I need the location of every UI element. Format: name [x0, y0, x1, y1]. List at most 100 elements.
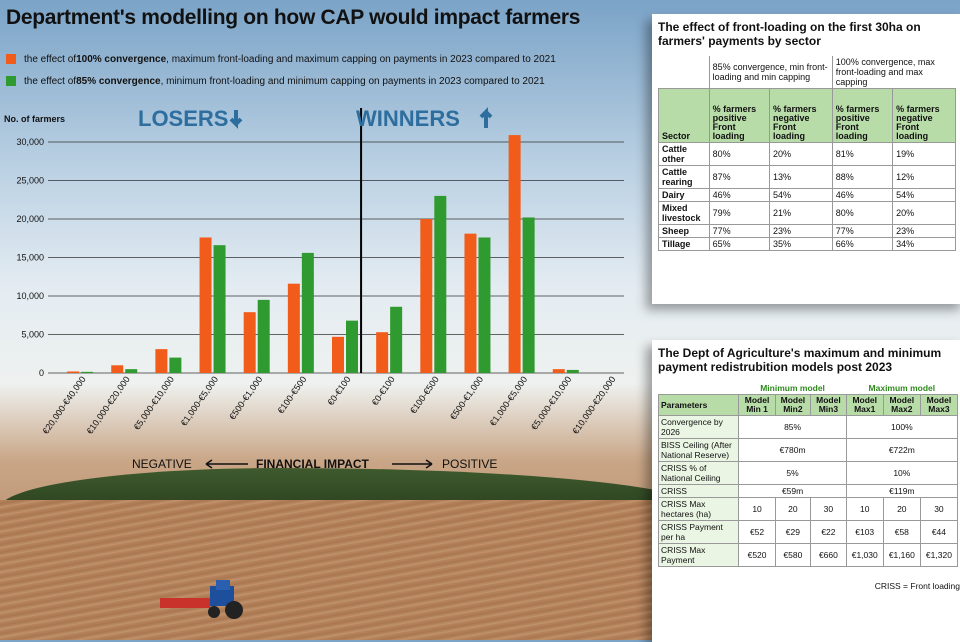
table-cell: Cattle rearing — [658, 165, 710, 189]
table-cell: Cattle other — [658, 142, 710, 166]
table-cell: 30 — [810, 497, 847, 521]
bar-green — [566, 369, 579, 373]
legend-text: the effect of — [24, 53, 77, 65]
table2-title: The Dept of Agriculture's maximum and mi… — [658, 346, 942, 374]
table-cell: Mixed livestock — [658, 201, 710, 225]
bar-green — [213, 245, 226, 373]
x-tick-label: €0-€100 — [370, 374, 397, 407]
front-loading-table: 85% convergence, min front-loading and m… — [658, 56, 956, 251]
bar-green — [522, 217, 535, 373]
chart-legend: the effect of 100% convergence, maximum … — [6, 48, 556, 92]
legend-text: , minimum front-loading and minimum capp… — [160, 75, 545, 87]
legend-item-100: the effect of 100% convergence, maximum … — [6, 48, 556, 70]
table-row: Tillage 65% 35% 66% 34% — [658, 237, 956, 251]
bar-orange — [464, 233, 477, 373]
table-cell: 46% — [831, 188, 894, 202]
table-cell: 66% — [831, 237, 894, 251]
table-cell: 12% — [892, 165, 956, 189]
table-row: Cattle other 80% 20% 81% 19% — [658, 142, 956, 166]
col-model: Model Min3 — [810, 394, 847, 416]
bar-orange — [376, 332, 389, 373]
table-cell: 21% — [768, 201, 833, 225]
y-tick-label: 25,000 — [16, 176, 44, 186]
y-tick-label: 0 — [39, 368, 44, 378]
x-tick-label: €1,000-€5,000 — [179, 374, 220, 427]
bar-green — [390, 306, 403, 373]
table-cell: 34% — [892, 237, 956, 251]
table-cell: Sheep — [658, 224, 710, 238]
table-cell: €1,160 — [882, 543, 921, 567]
table-cell: 65% — [708, 237, 770, 251]
table-cell: 20% — [892, 201, 956, 225]
min-model-heading: Minimum model — [760, 383, 825, 393]
y-tick-label: 20,000 — [16, 214, 44, 224]
y-tick-label: 10,000 — [16, 291, 44, 301]
bar-chart: No. of farmers 0 5,000 10,000 15,000 20,000 25… — [4, 106, 624, 471]
arrow-up-icon — [479, 107, 493, 128]
max-model-heading: Maximum model — [868, 383, 936, 393]
table-row: CRISS €59m €119m — [657, 484, 959, 498]
table-cell: 54% — [768, 188, 833, 202]
axis-negative-label: NEGATIVE — [132, 457, 192, 471]
x-tick-label: €10,000-€20,000 — [85, 374, 132, 435]
col-model: Model Max2 — [882, 394, 921, 416]
y-tick-label: 5,000 — [21, 330, 44, 340]
table-cell: 77% — [831, 224, 894, 238]
table-row: CRISS Max Payment €520 €580 €660 €1,030 €1,16… — [657, 543, 959, 567]
table-cell: 20 — [774, 497, 812, 521]
bar-green — [81, 371, 94, 373]
bar-green — [346, 320, 358, 373]
table2-footnote: CRISS = Front loading — [874, 581, 960, 591]
table-cell: Tillage — [658, 237, 710, 251]
table-cell: 19% — [892, 142, 956, 166]
table-cell: €58 — [882, 520, 921, 544]
tractor-image — [160, 580, 243, 619]
table-cell: 80% — [831, 201, 894, 225]
bar-green — [125, 369, 138, 373]
winners-label: WINNERS — [356, 106, 460, 131]
x-tick-label: €5,000-€10,000 — [529, 374, 573, 431]
col-b-negative: % farmers negative Front loading — [892, 88, 956, 143]
table-row: Cattle rearing 87% 13% 88% 12% — [658, 165, 956, 189]
x-tick-label: €500-€1,000 — [448, 374, 485, 421]
arrow-left-icon — [205, 459, 248, 469]
bar-orange — [67, 371, 80, 373]
table-cell: 10 — [738, 497, 776, 521]
table-cell: €1,030 — [845, 543, 884, 567]
col-a-negative: % farmers negative Front loading — [768, 88, 833, 143]
table-row: CRISS Payment per ha €52 €29 €22 €103 €58 €44 — [657, 520, 959, 544]
bar-green — [478, 237, 491, 373]
table-cell: 20 — [882, 497, 921, 521]
front-loading-panel: The effect of front-loading on the first… — [652, 14, 960, 304]
bar-orange — [552, 369, 565, 373]
bar-green — [434, 195, 447, 373]
bar-orange — [243, 312, 256, 373]
arrow-right-icon — [392, 459, 433, 469]
bar-green — [257, 299, 270, 373]
table-cell: €22 — [810, 520, 847, 544]
table-cell: €103 — [845, 520, 884, 544]
table-row: Mixed livestock 79% 21% 80% 20% — [658, 201, 956, 225]
table-cell: 13% — [768, 165, 833, 189]
losers-label: LOSERS — [138, 106, 228, 131]
table-cell: 23% — [892, 224, 956, 238]
y-tick-label: 15,000 — [16, 253, 44, 263]
table-cell: Dairy — [658, 188, 710, 202]
table-cell: 77% — [708, 224, 770, 238]
bar-orange — [508, 135, 521, 373]
bar-orange — [287, 283, 300, 373]
bar-orange — [199, 237, 212, 373]
table-row: Sheep 77% 23% 77% 23% — [658, 224, 956, 238]
x-tick-label: €500-€1,000 — [227, 374, 264, 421]
col-parameters: Parameters — [657, 394, 740, 416]
col-a-positive: % farmers positive Front loading — [708, 88, 770, 143]
table-cell: 87% — [708, 165, 770, 189]
axis-positive-label: POSITIVE — [442, 457, 497, 471]
table-cell: €29 — [774, 520, 812, 544]
legend-text: , maximum front-loading and maximum capp… — [166, 53, 556, 65]
table-cell: €52 — [738, 520, 776, 544]
legend-item-85: the effect of 85% convergence, minimum f… — [6, 70, 556, 92]
col-model: Model Max3 — [919, 394, 959, 416]
arrow-down-icon — [229, 110, 243, 129]
bar-green — [301, 252, 314, 373]
